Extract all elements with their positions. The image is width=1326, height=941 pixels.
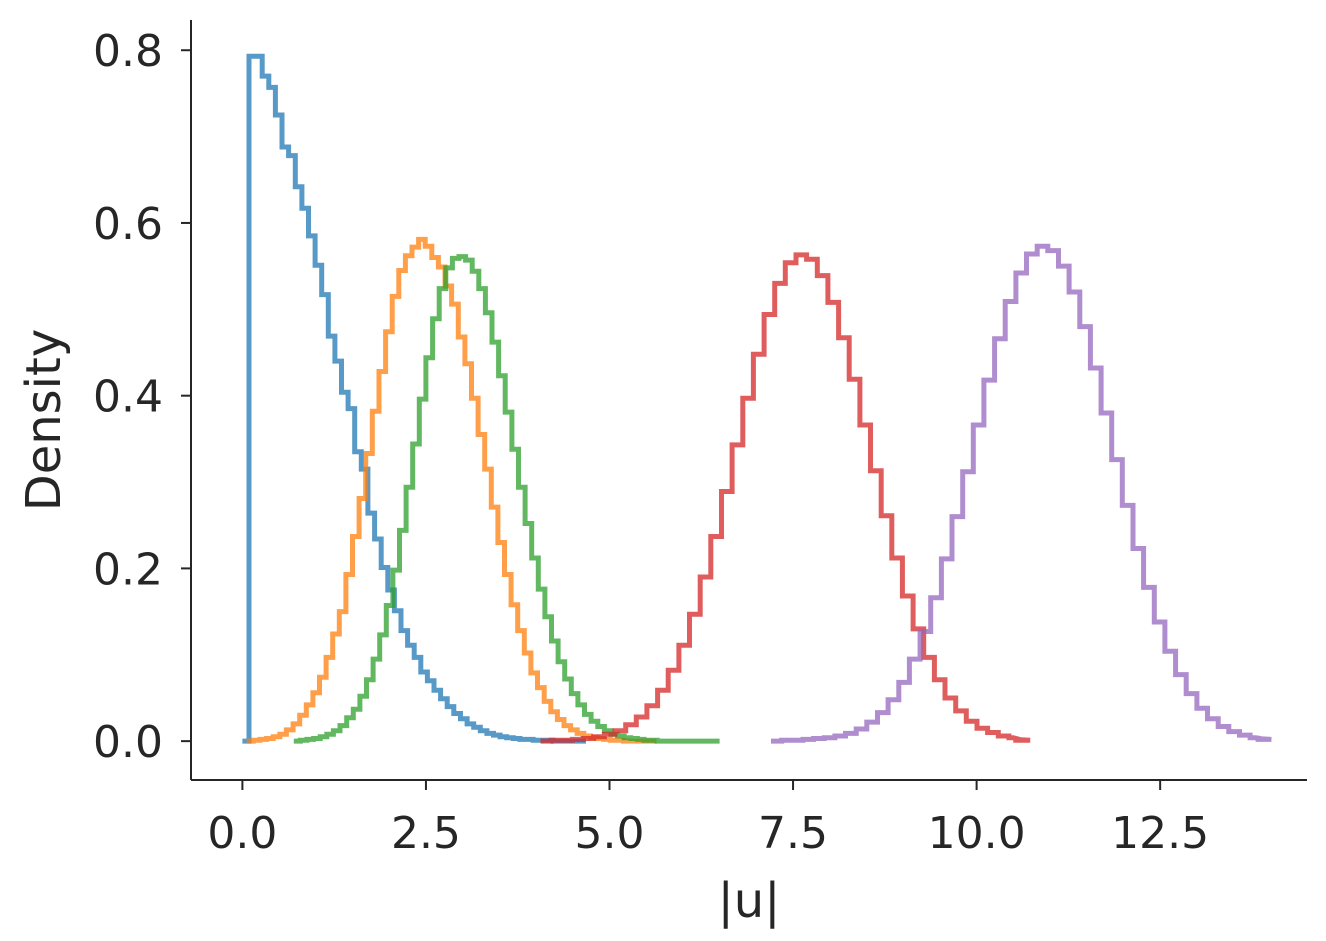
axes: [190, 20, 1307, 781]
histogram-series-3: [293, 254, 720, 744]
histogram-series-5: [771, 243, 1272, 744]
ticks: 0.0 2.5 5.0 7.5 10.0 12.5 0.0 0.2 0.4 0.6 0.8: [93, 26, 1209, 859]
histogram-series-1: [242, 53, 586, 744]
x-axis-label: |u|: [718, 873, 781, 929]
series-layer: [242, 53, 1272, 744]
x-tick-label: 10.0: [928, 808, 1026, 859]
x-tick-label: 0.0: [207, 808, 277, 859]
y-tick-label: 0.8: [93, 26, 163, 77]
y-axis-label: Density: [16, 329, 72, 511]
x-tick-label: 2.5: [391, 808, 461, 859]
histogram-series-4: [540, 252, 1031, 744]
x-tick-label: 7.5: [758, 808, 828, 859]
y-tick-label: 0.0: [93, 717, 163, 768]
x-tick-label: 12.5: [1111, 808, 1209, 859]
y-tick-label: 0.4: [93, 372, 163, 423]
x-tick-label: 5.0: [575, 808, 645, 859]
y-tick-label: 0.2: [93, 544, 163, 595]
histogram-series-2: [246, 236, 657, 744]
y-tick-label: 0.6: [93, 199, 163, 250]
